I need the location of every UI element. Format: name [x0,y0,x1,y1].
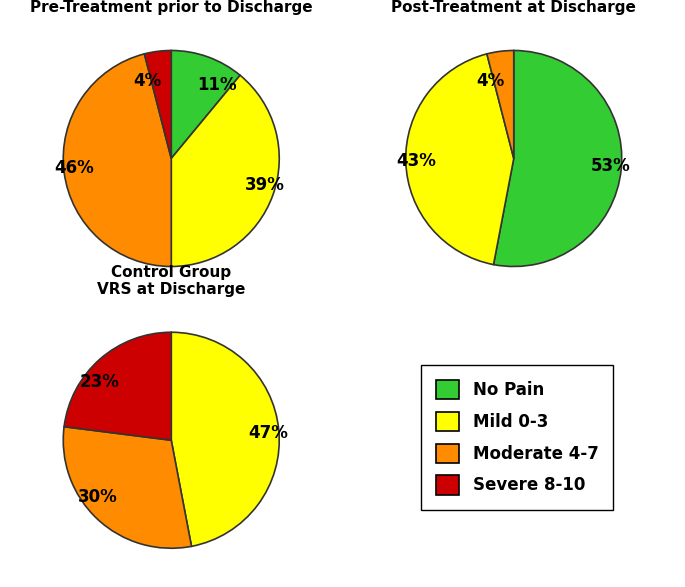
Legend: No Pain, Mild 0-3, Moderate 4-7, Severe 8-10: No Pain, Mild 0-3, Moderate 4-7, Severe … [421,365,614,510]
Text: 23%: 23% [80,373,120,391]
Wedge shape [64,332,171,440]
Wedge shape [406,54,514,265]
Text: 53%: 53% [591,157,631,175]
Wedge shape [145,50,171,158]
Wedge shape [171,332,279,546]
Text: 47%: 47% [249,424,288,442]
Wedge shape [63,54,171,266]
Text: 43%: 43% [396,152,436,170]
Text: 4%: 4% [476,72,504,90]
Title: InterX Group VRS
Post-Treatment at Discharge: InterX Group VRS Post-Treatment at Disch… [391,0,636,15]
Text: 4%: 4% [134,72,162,90]
Text: 11%: 11% [197,76,237,95]
Title: Control Group
VRS at Discharge: Control Group VRS at Discharge [97,265,245,297]
Wedge shape [493,50,622,266]
Wedge shape [171,75,279,266]
Title: InterX Group VRS
Pre-Treatment prior to Discharge: InterX Group VRS Pre-Treatment prior to … [30,0,312,15]
Text: 30%: 30% [78,488,118,506]
Text: 46%: 46% [54,159,94,177]
Wedge shape [171,50,240,158]
Text: 39%: 39% [245,176,284,194]
Wedge shape [487,50,514,158]
Wedge shape [63,427,192,548]
